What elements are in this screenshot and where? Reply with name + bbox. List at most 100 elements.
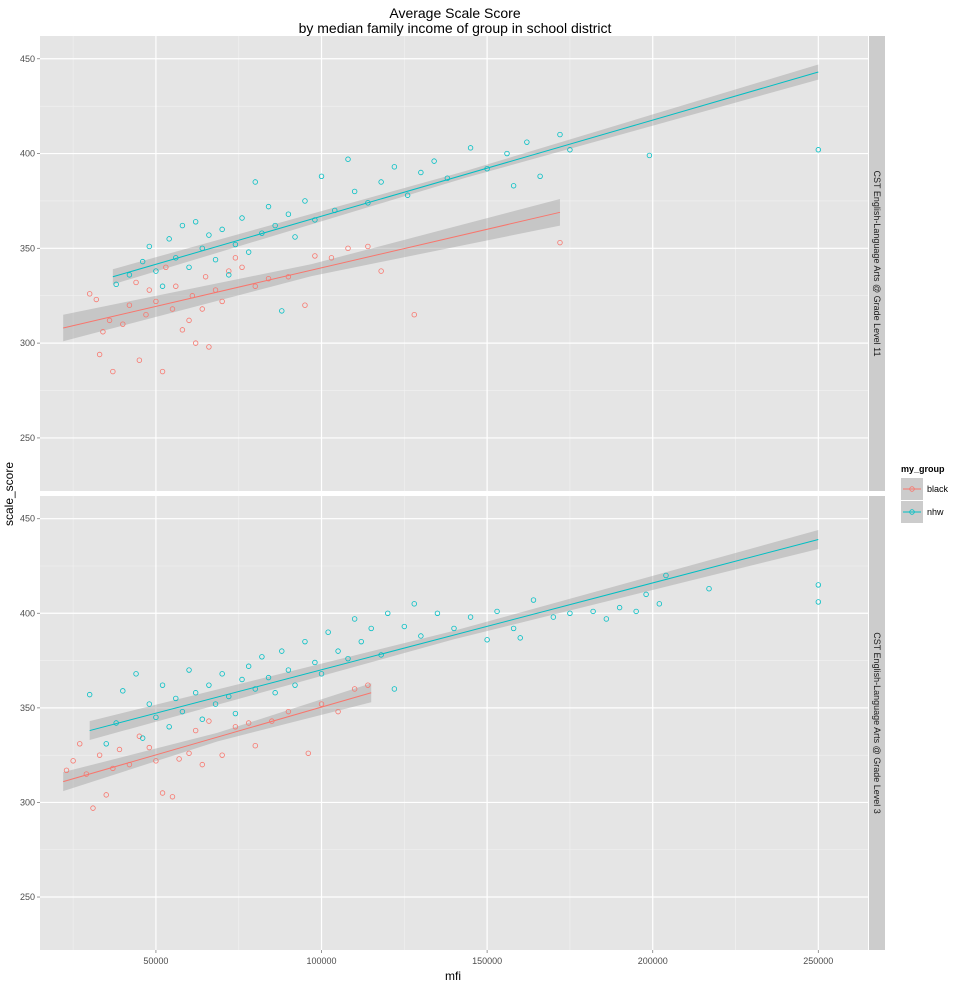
point-nhw [292,234,298,240]
point-black [302,302,308,308]
point-black [265,275,272,282]
point-nhw [434,610,441,616]
point-nhw [567,610,573,616]
x-tick-label: 200000 [638,956,668,966]
point-black [318,701,325,707]
point-black [163,264,169,270]
point-black [192,340,199,346]
point-black [90,805,96,811]
legend: my_group black nhw [901,464,949,523]
point-black [245,720,252,726]
point-black [219,298,225,305]
point-nhw [815,599,822,605]
point-nhw [484,637,490,643]
point-black [83,771,90,777]
fit-line-nhw [89,539,819,732]
point-black [252,283,258,289]
point-nhw [391,686,398,692]
point-nhw [706,585,712,592]
point-nhw [646,152,653,159]
point-black [199,761,205,768]
point-black [126,302,133,308]
point-black [252,743,258,749]
point-black [110,765,116,772]
point-nhw [206,682,212,688]
point-nhw [530,597,537,603]
point-nhw [484,166,490,172]
point-black [285,708,292,715]
point-nhw [239,676,245,683]
panel-background [40,496,868,950]
point-nhw [537,173,543,179]
point-nhw [212,257,219,263]
point-nhw [259,230,265,236]
point-black [365,682,371,688]
point-nhw [643,591,649,598]
fit-line-nhw [112,71,819,278]
legend-key-point [909,509,915,515]
point-nhw [312,659,318,666]
legend-label-black: black [927,484,949,494]
point-nhw [510,183,517,189]
point-nhw [431,158,437,164]
facet-strip [869,36,885,491]
point-nhw [351,616,358,622]
point-nhw [279,308,285,314]
legend-entries: black nhw [901,478,949,523]
point-nhw [550,614,557,620]
point-black [70,758,76,764]
point-black [378,268,384,274]
point-nhw [146,243,152,250]
y-tick-label: 450 [20,54,35,64]
point-black [199,306,205,312]
point-nhw [153,714,159,721]
point-nhw [86,691,93,698]
point-black [133,279,139,286]
point-nhw [325,629,331,635]
point-nhw [199,245,205,252]
point-nhw [113,720,119,726]
point-black [219,752,225,758]
point-black [335,708,341,715]
legend-key-point [909,486,915,492]
point-black [110,368,116,375]
point-nhw [451,625,457,632]
point-nhw [351,188,358,195]
point-black [93,296,100,303]
y-tick-label: 300 [20,338,35,348]
point-black [103,792,109,798]
point-nhw [467,145,474,151]
point-nhw [265,203,272,210]
point-black [186,750,192,756]
point-black [169,306,176,312]
point-nhw [378,179,384,185]
point-nhw [186,667,192,673]
point-nhw [418,633,424,639]
point-black [226,268,232,274]
point-nhw [113,281,119,288]
y-tick-label: 400 [20,608,35,618]
point-nhw [663,572,669,579]
point-nhw [279,648,285,654]
point-nhw [159,682,166,688]
point-nhw [139,258,146,265]
point-black [285,274,292,280]
point-nhw [335,648,341,654]
point-nhw [159,283,166,289]
point-nhw [385,610,391,616]
point-nhw [245,249,252,255]
point-black [212,287,219,293]
y-tick-label: 300 [20,797,35,807]
point-nhw [401,623,408,630]
point-nhw [517,635,523,641]
point-nhw [510,625,517,632]
y-tick-label: 350 [20,703,35,713]
point-nhw [815,147,822,153]
point-black [202,274,209,280]
facet-strip-label: CST English-Language Arts @ Grade Level … [872,171,882,357]
point-nhw [173,695,179,702]
y-tick-label: 250 [20,433,35,443]
point-black [120,321,126,327]
point-nhw [557,131,563,138]
